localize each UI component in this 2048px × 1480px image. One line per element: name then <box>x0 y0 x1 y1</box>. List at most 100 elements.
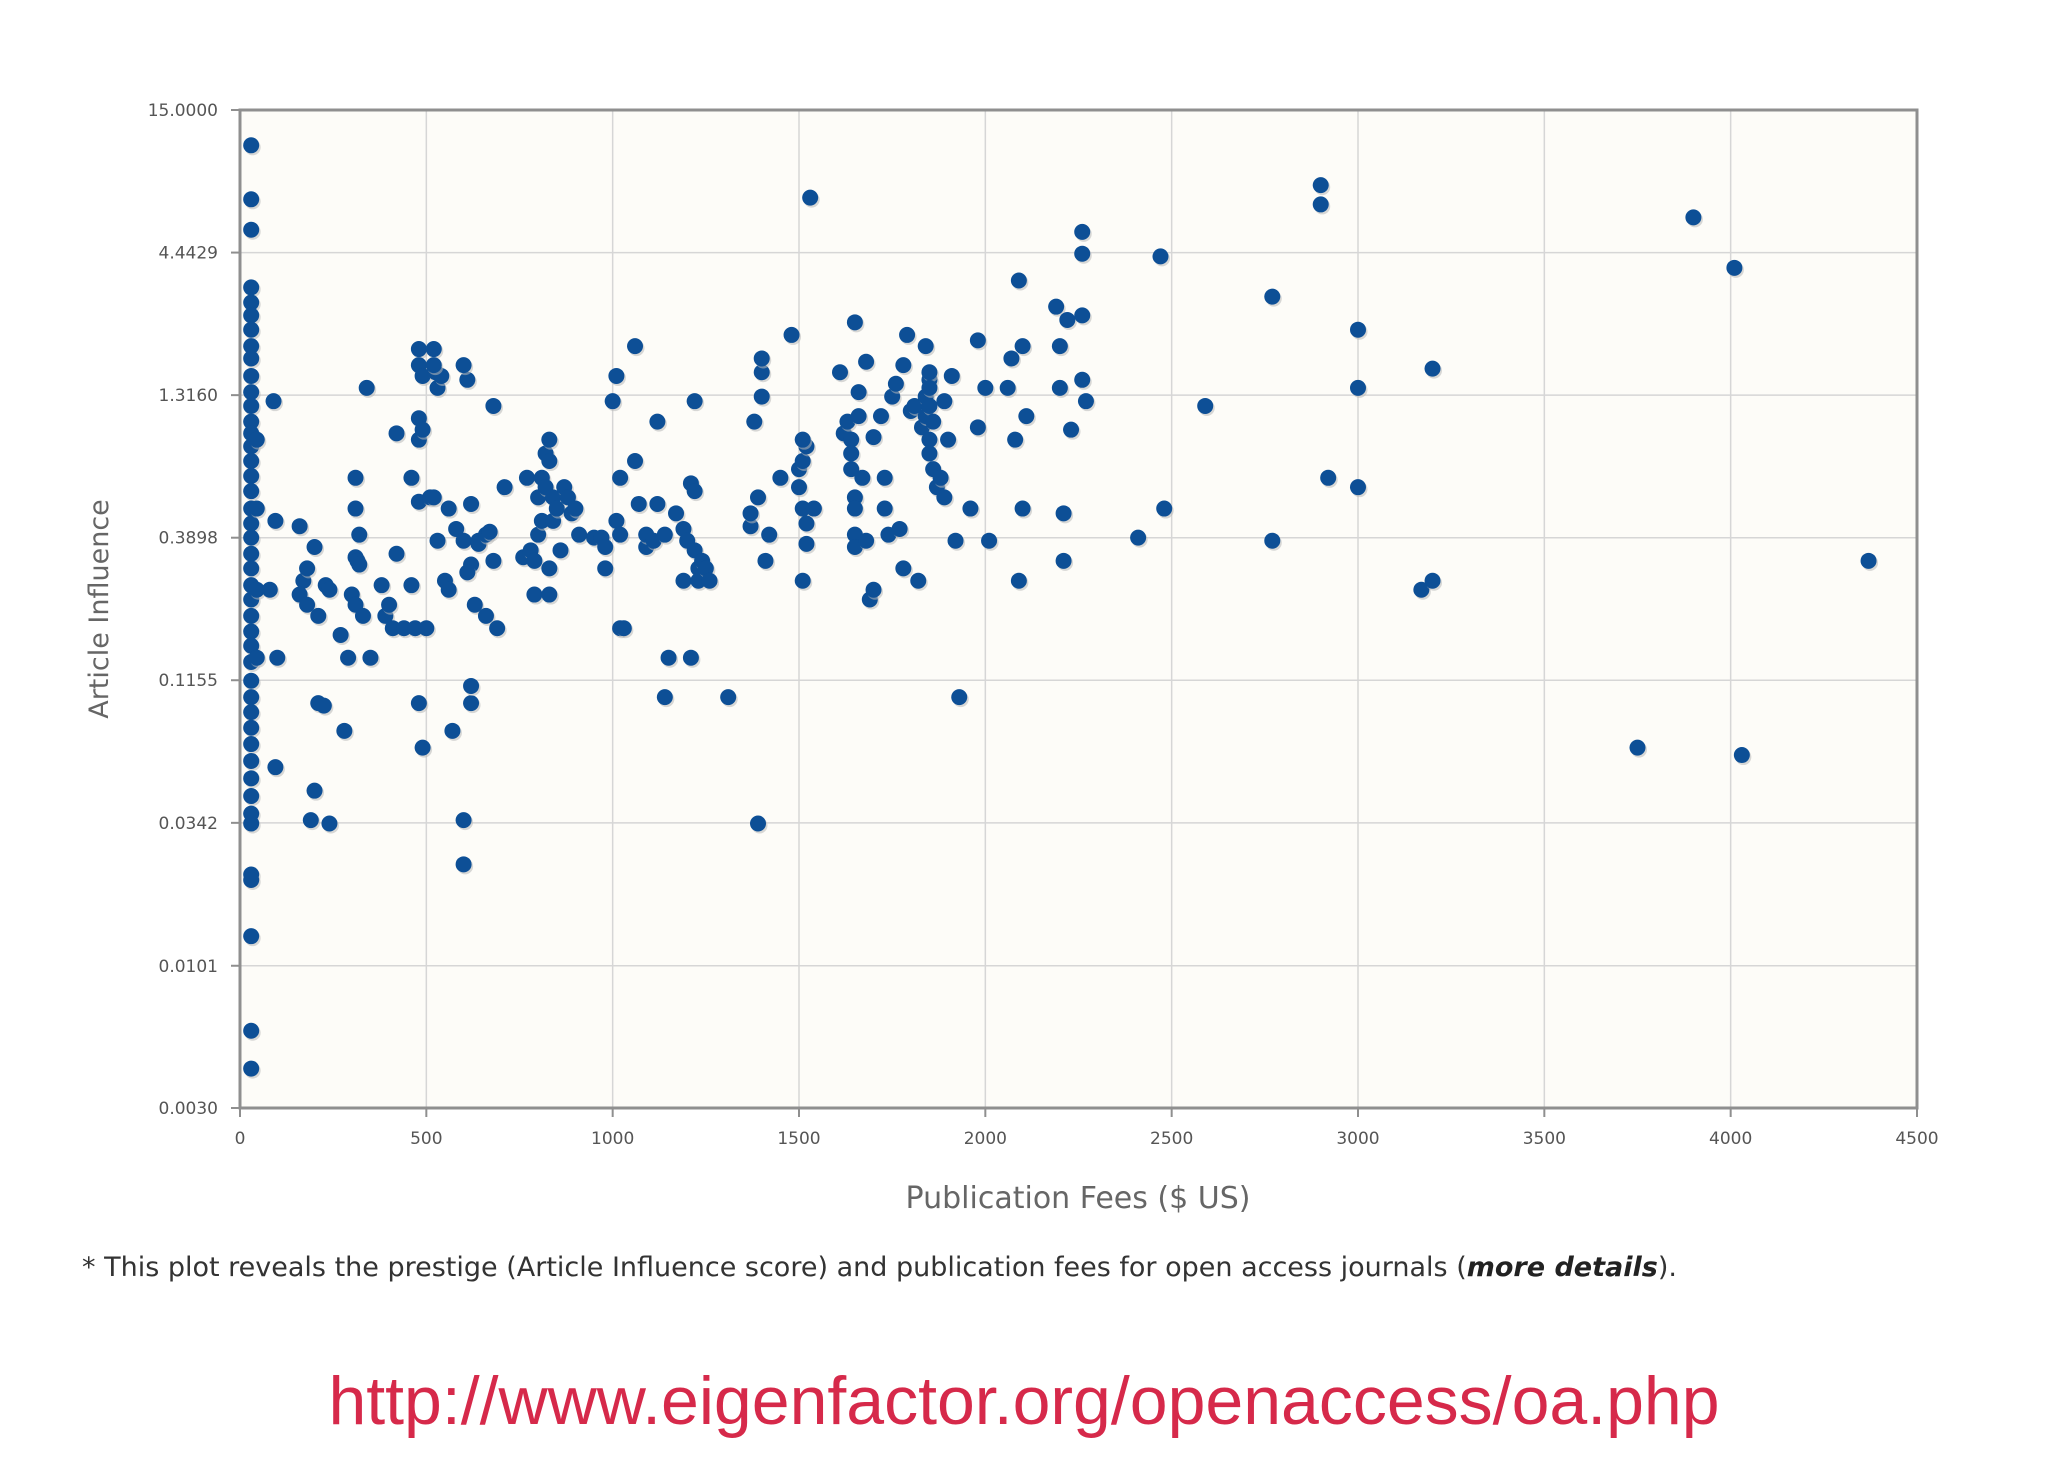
data-point <box>518 469 535 486</box>
data-point <box>921 364 938 381</box>
data-point <box>686 483 703 500</box>
data-point <box>1055 552 1072 569</box>
data-point <box>243 928 260 945</box>
data-point <box>243 294 260 311</box>
data-point <box>891 520 908 537</box>
data-point <box>243 279 260 296</box>
data-point <box>798 535 815 552</box>
data-point <box>571 526 588 543</box>
plot-frame <box>238 108 1919 1110</box>
data-point <box>526 552 543 569</box>
data-point <box>388 425 405 442</box>
x-tick-label: 1500 <box>777 1129 820 1149</box>
data-point <box>243 529 260 546</box>
data-point <box>1014 338 1031 355</box>
data-point <box>243 560 260 577</box>
data-point <box>1010 272 1027 289</box>
data-point <box>850 384 867 401</box>
data-point <box>720 689 737 706</box>
data-point <box>243 1060 260 1077</box>
data-point <box>291 518 308 535</box>
data-point <box>248 581 265 598</box>
more-details-link[interactable]: more details <box>1466 1252 1658 1283</box>
x-tick-label: 1000 <box>591 1129 634 1149</box>
data-point <box>850 408 867 425</box>
data-point <box>858 353 875 370</box>
data-point <box>388 545 405 562</box>
data-point <box>243 384 260 401</box>
data-point <box>407 620 424 637</box>
scatter-chart: 0.0030 0.0101 0.0342 0.1155 0.3898 1.3160 4.44… <box>84 101 1939 1216</box>
data-point <box>608 367 625 384</box>
footnote-suffix: ). <box>1657 1252 1677 1283</box>
data-point <box>794 572 811 589</box>
data-point <box>597 560 614 577</box>
data-point <box>925 413 942 430</box>
data-point <box>261 581 278 598</box>
data-point <box>772 469 789 486</box>
data-point <box>302 812 319 829</box>
data-point <box>1048 298 1065 315</box>
data-point <box>243 545 260 562</box>
y-tick-label: 0.1155 <box>159 671 218 691</box>
data-point <box>750 489 767 506</box>
data-point <box>1685 209 1702 226</box>
data-point <box>347 500 364 517</box>
data-point <box>1074 371 1091 388</box>
data-point <box>243 191 260 208</box>
data-point <box>395 620 412 637</box>
data-point <box>243 338 260 355</box>
data-point <box>541 431 558 448</box>
data-point <box>854 469 871 486</box>
data-point <box>627 453 644 470</box>
footnote-text: * This plot reveals the prestige (Articl… <box>82 1252 1467 1283</box>
data-point <box>243 788 260 805</box>
x-tick-label: 500 <box>410 1129 442 1149</box>
y-tick-label: 4.4429 <box>159 244 218 264</box>
data-point <box>425 341 442 358</box>
data-point <box>1055 505 1072 522</box>
data-point <box>403 469 420 486</box>
data-point <box>362 649 379 666</box>
data-point <box>243 397 260 414</box>
data-point <box>351 526 368 543</box>
data-point <box>682 649 699 666</box>
data-point <box>243 607 260 624</box>
data-point <box>802 189 819 206</box>
data-point <box>1007 431 1024 448</box>
data-point <box>668 505 685 522</box>
y-tick-label: 15.0000 <box>148 101 218 121</box>
data-point <box>354 607 371 624</box>
data-point <box>831 364 848 381</box>
data-point <box>1156 500 1173 517</box>
data-point <box>843 461 860 478</box>
data-point <box>921 397 938 414</box>
data-point <box>340 649 357 666</box>
data-point <box>541 560 558 577</box>
data-point <box>351 556 368 573</box>
data-point <box>846 489 863 506</box>
data-point <box>463 495 480 512</box>
data-point <box>243 137 260 154</box>
data-point <box>675 572 692 589</box>
x-tick-label: 3000 <box>1336 1129 1379 1149</box>
data-point <box>440 581 457 598</box>
data-point <box>1350 479 1366 496</box>
data-point <box>649 495 666 512</box>
data-point <box>1424 360 1441 377</box>
data-point <box>794 431 811 448</box>
y-axis-ticks: 0.0030 0.0101 0.0342 0.1155 0.3898 1.3160 4.44… <box>148 101 240 1119</box>
data-point <box>899 326 916 343</box>
data-point <box>791 479 807 496</box>
data-point <box>597 539 614 556</box>
data-point <box>410 341 427 358</box>
data-point <box>243 719 260 736</box>
data-point <box>243 453 260 470</box>
data-point <box>1733 747 1750 764</box>
data-point <box>429 532 446 549</box>
data-point <box>496 479 513 496</box>
data-point <box>414 367 431 384</box>
data-point <box>526 586 543 603</box>
data-point <box>1413 581 1430 598</box>
data-point <box>742 505 759 522</box>
